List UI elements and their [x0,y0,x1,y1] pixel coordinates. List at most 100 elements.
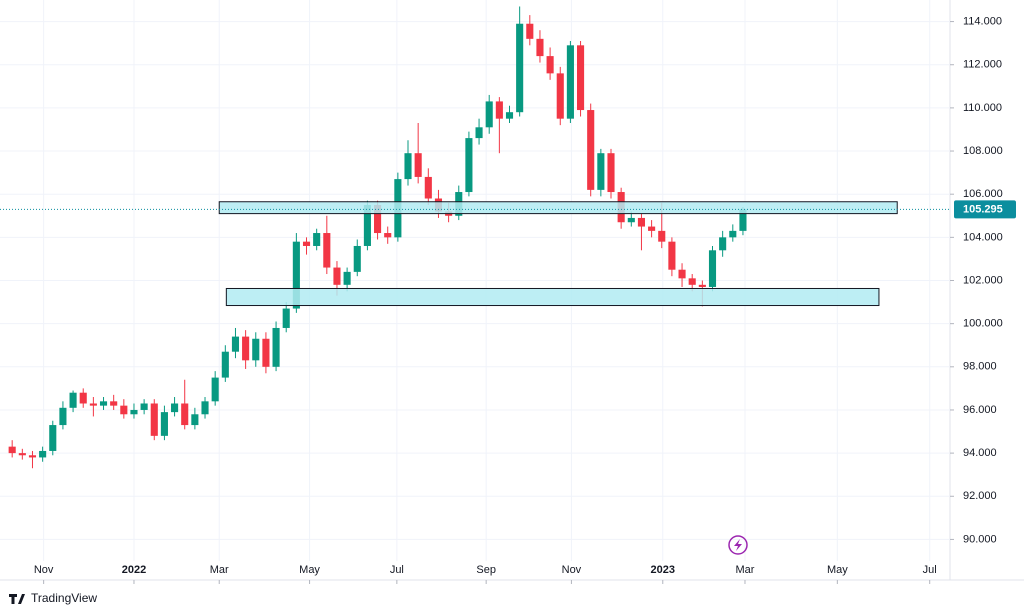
candle-body [719,237,727,251]
candle-body [130,409,138,415]
x-tick-label: Jul [390,564,404,576]
candle-body [150,403,158,436]
y-tick-label: 90.000 [963,533,997,545]
candle-body [495,101,503,119]
candle-body [89,403,97,406]
x-tick-label: Nov [562,564,582,576]
candle-body [546,56,554,74]
last-price-badge [954,200,1016,219]
candle-body [505,112,514,119]
candle-body [485,101,493,128]
candle-body [221,351,229,378]
candle-body [181,403,189,426]
candle-body [292,241,300,309]
candle-body [211,377,219,402]
candle-body [201,401,209,415]
candle-body [708,250,717,287]
candle-body [333,267,341,285]
candle-body [262,338,270,367]
y-tick-label: 94.000 [963,447,997,459]
candle-body [272,327,280,367]
y-tick-label: 106.000 [963,188,1003,200]
x-tick-label: May [299,564,320,576]
x-tick-label: 2023 [651,564,675,576]
x-tick-label: Jul [923,564,937,576]
candle-body [59,407,67,426]
candle-body [120,405,128,415]
candle-body [384,233,392,238]
candle-body [171,403,179,413]
last-price-label: 105.295 [963,203,1003,215]
replay-icon[interactable] [728,535,748,555]
candle-body [99,401,108,406]
candle-body [424,176,432,199]
candle-body [49,425,57,451]
y-tick-label: 108.000 [963,145,1003,157]
candle-body [414,153,422,177]
candle-body [353,245,361,272]
candle-body [597,153,605,190]
candle-body [678,269,686,279]
candle-body [698,284,706,287]
y-tick-label: 104.000 [963,231,1003,243]
y-tick-label: 112.000 [963,59,1002,71]
candle-body [323,233,331,268]
y-tick-label: 102.000 [963,274,1003,286]
x-tick-label: Sep [476,564,496,576]
y-tick-label: 92.000 [963,490,997,502]
brand-logo[interactable]: TradingView [9,591,97,605]
candle-body [140,403,148,410]
candle-body [79,392,87,404]
x-tick-label: Nov [34,564,54,576]
candle-body [252,338,260,361]
candle-body [18,453,26,456]
y-tick-label: 114.000 [963,15,1002,27]
y-tick-label: 100.000 [963,318,1003,330]
candle-body [688,278,696,285]
candle-body [313,233,321,246]
x-tick-label: May [827,564,848,576]
candle-body [374,204,382,234]
candle-body [39,450,47,458]
price-zone [225,287,880,307]
candle-body [607,153,615,193]
y-tick-label: 110.000 [963,102,1002,114]
candle-body [242,336,250,361]
candle-body [191,414,199,426]
candle-body [28,455,37,458]
candle-body [343,271,351,285]
x-tick-label: Mar [736,564,755,576]
candle-body [577,45,585,111]
y-tick-label: 96.000 [963,404,997,416]
candle-body [556,73,564,119]
candle-body [404,153,412,180]
candle-body [648,226,656,231]
candle-body [668,241,676,270]
candle-body [566,45,574,119]
candle-body [729,230,737,238]
candle-body [627,217,635,223]
x-tick-label: 2022 [122,564,146,576]
candle-body [587,110,595,190]
candle-body [475,127,483,139]
candle-body [302,241,311,246]
candle-body [363,204,371,246]
candle-body [637,217,646,227]
candle-body [465,138,473,193]
candle-body [160,412,168,436]
candle-body [231,336,240,352]
candle-body [739,209,747,231]
x-tick-label: Mar [210,564,229,576]
price-zone [218,201,898,215]
candle-body [282,308,290,328]
candle-body [69,392,77,408]
candle-body [8,446,16,454]
candle-body [110,401,118,406]
y-tick-label: 98.000 [963,361,997,373]
brand-text: TradingView [31,591,97,605]
candle-body [516,23,524,113]
candle-body [526,23,534,39]
